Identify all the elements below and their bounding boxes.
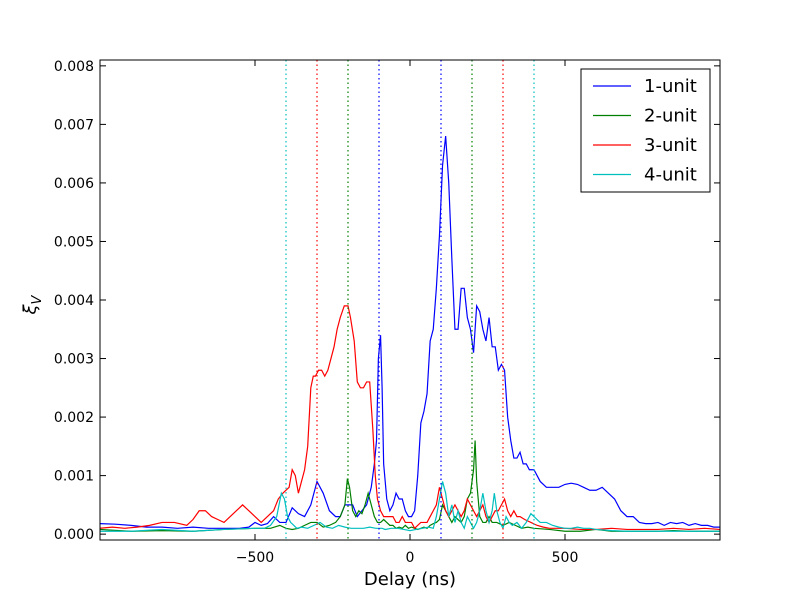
y-tick-label: 0.001 <box>54 469 94 485</box>
svg-text:ξV: ξV <box>20 294 45 315</box>
series-line-3-unit <box>100 305 720 531</box>
x-tick-label: 500 <box>552 550 579 566</box>
y-tick-label: 0.007 <box>54 117 94 133</box>
vertical-reference-lines <box>285 60 535 540</box>
legend-frame <box>580 68 711 193</box>
y-axis-label-subscript: V <box>30 294 45 304</box>
legend-label-3-unit: 3-unit <box>644 135 697 156</box>
series-line-4-unit <box>100 481 720 532</box>
series-layer <box>100 136 720 532</box>
y-tick-label: 0.004 <box>54 293 94 309</box>
y-tick-label: 0.005 <box>54 234 94 250</box>
axis-ticks: −500 0 500 0.000 0.001 0.002 0.003 0.004 0.005 0.… <box>54 59 720 566</box>
legend-label-4-unit: 4-unit <box>644 165 697 186</box>
y-tick-label: 0.008 <box>54 59 94 75</box>
y-tick-label: 0.002 <box>54 410 94 426</box>
series-line-2-unit <box>100 440 720 532</box>
legend-label-1-unit: 1-unit <box>644 76 697 97</box>
y-tick-label: 0.006 <box>54 176 94 192</box>
x-tick-label: 0 <box>406 550 415 566</box>
y-axis-label-symbol: ξ <box>20 303 41 315</box>
legend-label-2-unit: 2-unit <box>644 106 697 127</box>
y-tick-label: 0.000 <box>54 527 94 543</box>
y-tick-label: 0.003 <box>54 352 94 368</box>
x-tick-label: −500 <box>236 550 274 566</box>
series-line-1-unit <box>100 136 720 529</box>
x-axis-label: Delay (ns) <box>364 569 456 590</box>
legend: 1-unit 2-unit 3-unit 4-unit <box>580 68 711 193</box>
y-axis-label: ξV <box>20 294 45 315</box>
